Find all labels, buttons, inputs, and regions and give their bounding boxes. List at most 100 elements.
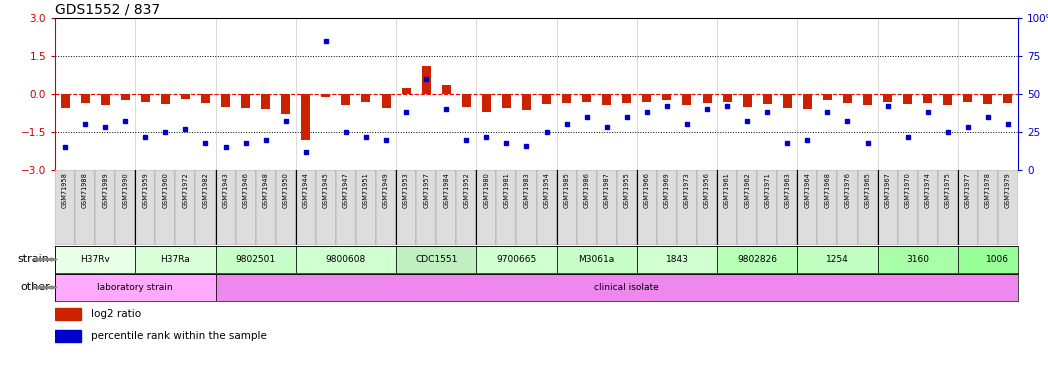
Text: GSM71981: GSM71981 [503, 172, 509, 208]
Bar [54, 246, 135, 273]
Bar [582, 94, 591, 102]
Bar [476, 170, 497, 245]
Text: GSM71964: GSM71964 [805, 172, 810, 208]
Text: GSM71954: GSM71954 [544, 172, 549, 208]
Bar [637, 170, 657, 245]
Text: GSM71956: GSM71956 [704, 172, 711, 208]
Bar [462, 94, 471, 106]
Bar [758, 170, 778, 245]
Bar [877, 170, 898, 245]
Bar [401, 88, 411, 94]
Bar [923, 94, 933, 103]
Bar [576, 170, 596, 245]
Bar [677, 170, 697, 245]
Text: GSM71953: GSM71953 [403, 172, 409, 208]
Text: GSM71968: GSM71968 [825, 172, 830, 208]
Text: M3061a: M3061a [578, 255, 615, 264]
Bar [556, 170, 576, 245]
Bar [803, 94, 812, 109]
Text: GSM71958: GSM71958 [62, 172, 68, 208]
Bar [54, 330, 82, 342]
Text: GSM71971: GSM71971 [764, 172, 770, 208]
Text: GSM71980: GSM71980 [483, 172, 489, 208]
Bar [958, 170, 978, 245]
Text: GSM71982: GSM71982 [202, 172, 209, 208]
Text: GSM71947: GSM71947 [343, 172, 349, 208]
Bar [356, 170, 376, 245]
Text: GSM71970: GSM71970 [904, 172, 911, 208]
Bar [140, 94, 150, 102]
Bar [296, 246, 396, 273]
Text: GSM71944: GSM71944 [303, 172, 309, 208]
Text: GSM71966: GSM71966 [643, 172, 650, 208]
Bar [315, 170, 335, 245]
Bar [596, 170, 617, 245]
Text: GSM71974: GSM71974 [924, 172, 931, 208]
Bar [476, 246, 556, 273]
Text: H37Rv: H37Rv [81, 255, 110, 264]
Bar [115, 170, 135, 245]
Bar [717, 246, 798, 273]
Text: GSM71975: GSM71975 [945, 172, 951, 208]
Text: percentile rank within the sample: percentile rank within the sample [91, 330, 267, 340]
Text: GSM71987: GSM71987 [604, 172, 610, 208]
Text: GSM71965: GSM71965 [865, 172, 871, 208]
Text: GSM71979: GSM71979 [1005, 172, 1011, 208]
Bar [662, 94, 672, 100]
Text: 3160: 3160 [907, 255, 930, 264]
Text: GSM71946: GSM71946 [242, 172, 248, 208]
Bar [281, 94, 290, 114]
Text: GSM71988: GSM71988 [82, 172, 88, 208]
Bar [441, 85, 451, 94]
Text: GSM71977: GSM71977 [965, 172, 970, 208]
Text: GSM71972: GSM71972 [182, 172, 189, 208]
Text: GSM71950: GSM71950 [283, 172, 288, 208]
Bar [682, 94, 692, 105]
Bar [416, 170, 436, 245]
Bar [778, 170, 798, 245]
Text: GSM71955: GSM71955 [624, 172, 630, 208]
Text: GSM71959: GSM71959 [143, 172, 148, 208]
Text: GSM71973: GSM71973 [684, 172, 690, 208]
Bar [195, 170, 216, 245]
Text: GSM71978: GSM71978 [985, 172, 991, 208]
Text: GSM71961: GSM71961 [724, 172, 730, 208]
Bar [623, 94, 631, 103]
Bar [497, 170, 517, 245]
Bar [863, 94, 872, 105]
Bar [918, 170, 938, 245]
Text: 9802826: 9802826 [737, 255, 778, 264]
Bar [657, 170, 677, 245]
Bar [482, 94, 490, 112]
Bar [958, 246, 1039, 273]
Bar [556, 246, 637, 273]
Bar [702, 94, 712, 103]
Bar [823, 94, 832, 100]
Bar [697, 170, 717, 245]
Text: GSM71983: GSM71983 [523, 172, 529, 208]
Bar [301, 94, 310, 140]
Bar [737, 170, 758, 245]
Text: GSM71949: GSM71949 [383, 172, 389, 208]
Bar [175, 170, 195, 245]
Bar [857, 170, 877, 245]
Bar [843, 94, 852, 103]
Bar [54, 274, 216, 301]
Bar [517, 170, 537, 245]
Text: GSM71984: GSM71984 [443, 172, 450, 208]
Bar [963, 94, 973, 102]
Bar [502, 94, 511, 108]
Bar [421, 66, 431, 94]
Bar [642, 94, 652, 102]
Text: GSM71986: GSM71986 [584, 172, 590, 208]
Text: 1006: 1006 [986, 255, 1009, 264]
Bar [181, 94, 190, 99]
Bar [717, 170, 737, 245]
Text: 1254: 1254 [826, 255, 849, 264]
Text: GSM71943: GSM71943 [222, 172, 228, 208]
Bar [362, 94, 371, 102]
Bar [335, 170, 356, 245]
Bar [943, 94, 953, 105]
Text: log2 ratio: log2 ratio [91, 309, 141, 318]
Bar [54, 170, 75, 245]
